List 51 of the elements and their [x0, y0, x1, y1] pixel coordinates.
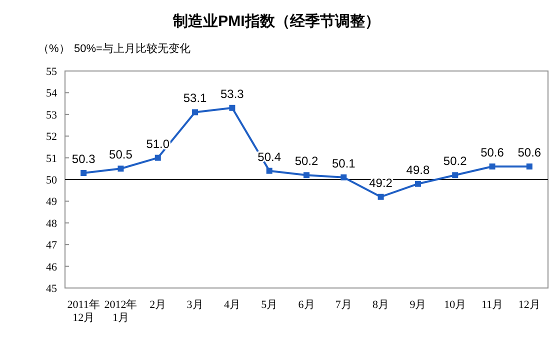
point	[414, 180, 421, 187]
x-tick-label: 6月	[298, 299, 315, 311]
x-tick-label: 2011年 12月	[67, 299, 100, 324]
point	[229, 104, 236, 111]
x-tick-label: 3月	[186, 299, 204, 311]
data-label: 50.6	[518, 145, 542, 160]
x-tick-label: 12月	[518, 299, 540, 311]
point	[489, 163, 496, 170]
data-label: 50.3	[72, 152, 96, 166]
y-tick-label: 54	[46, 88, 58, 100]
point	[266, 168, 272, 174]
data-label: 50.2	[294, 154, 318, 168]
data-label: 50.5	[109, 148, 133, 162]
y-tick-label: 55	[46, 66, 58, 78]
point	[378, 194, 384, 200]
point	[154, 154, 161, 161]
y-tick-label: 49	[46, 196, 58, 208]
x-tick-label: 2012年 1月	[104, 299, 138, 324]
point	[118, 166, 124, 172]
data-label: 50.6	[480, 145, 504, 160]
data-label: 53.3	[220, 86, 244, 101]
x-tick-label: 4月	[224, 299, 240, 311]
y-tick-label: 46	[46, 261, 58, 274]
point	[80, 170, 87, 176]
x-tick-label: 10月	[444, 299, 466, 311]
data-label: 49.8	[406, 162, 430, 177]
y-tick-label: 50	[46, 174, 58, 186]
x-tick-label: 7月	[335, 299, 352, 311]
y-tick-label: 47	[46, 240, 58, 252]
x-tick-label: 5月	[261, 299, 278, 311]
y-tick-label: 51	[46, 152, 57, 165]
data-label: 50.2	[443, 154, 468, 168]
point	[452, 172, 458, 178]
x-tick-label: 2月	[150, 299, 166, 311]
data-label: 50.1	[332, 156, 356, 170]
y-tick-label: 45	[46, 283, 58, 295]
chart-title: 制造业PMI指数（经季节调整）	[172, 13, 380, 30]
point	[526, 163, 532, 170]
text: 50%=与上月比较无变化	[74, 42, 190, 55]
y-axis-title: （%）	[38, 43, 70, 55]
point	[192, 109, 198, 116]
x-tick-label: 11月	[481, 299, 504, 311]
point	[340, 174, 347, 180]
data-label: 51.0	[146, 136, 170, 151]
x-tick-label: 8月	[372, 299, 390, 311]
y-tick-label: 53	[46, 109, 58, 122]
y-tick-label: 48	[46, 218, 58, 230]
point	[304, 172, 310, 178]
x-tick-label: 9月	[410, 299, 426, 311]
data-label: 53.1	[183, 91, 208, 106]
y-tick-label: 52	[46, 131, 57, 144]
